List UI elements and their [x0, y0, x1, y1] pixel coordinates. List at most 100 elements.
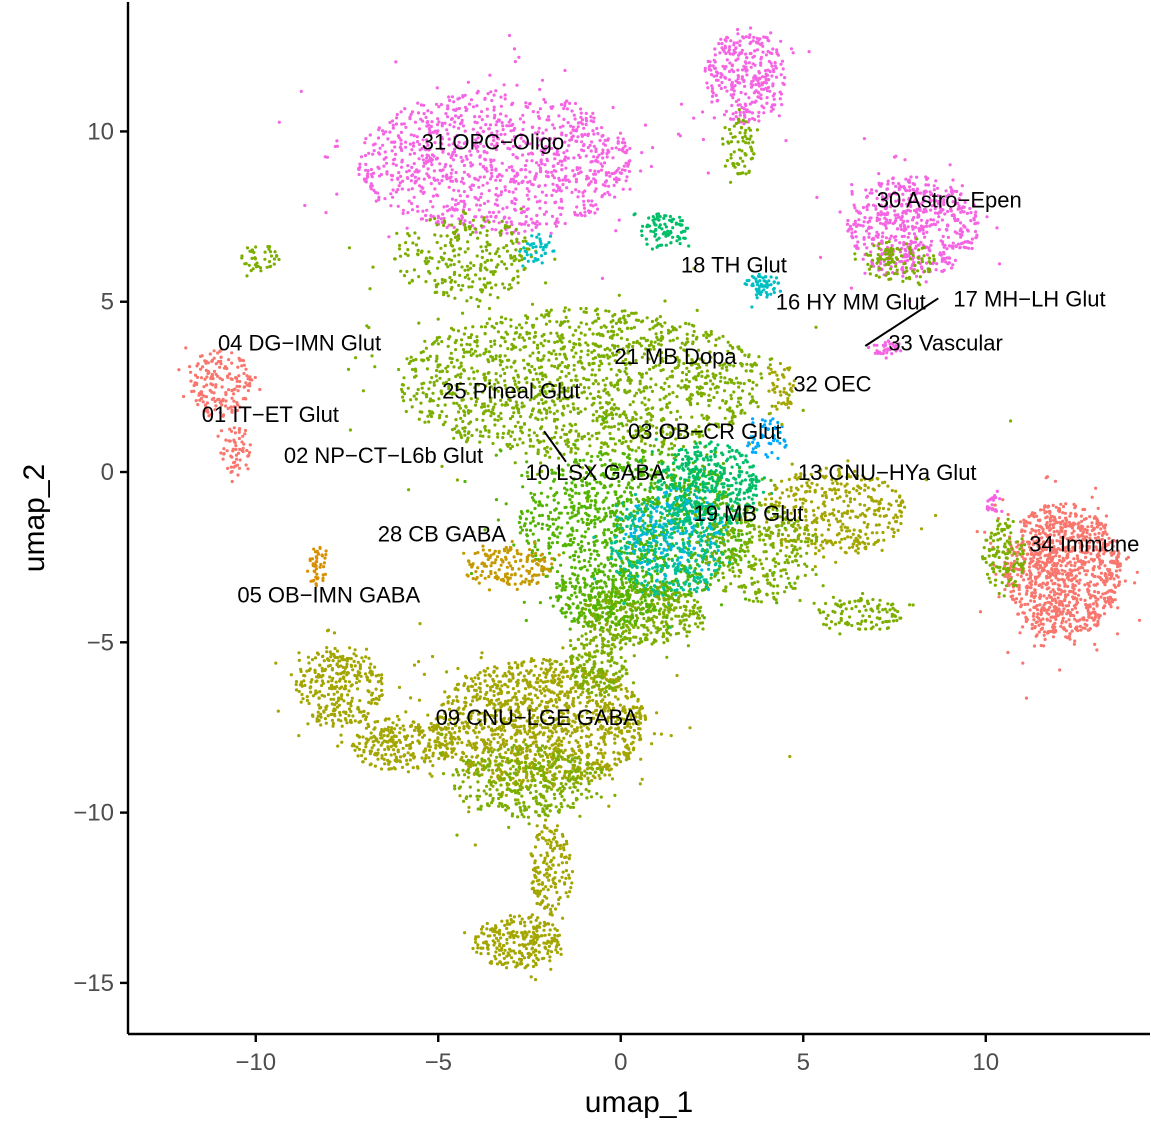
- scatter-point: [537, 350, 541, 355]
- scatter-point: [554, 189, 558, 193]
- scatter-point: [415, 204, 419, 209]
- scatter-point: [411, 173, 415, 177]
- scatter-point: [735, 404, 739, 408]
- scatter-point: [502, 83, 506, 87]
- scatter-point: [247, 450, 252, 455]
- scatter-point: [917, 227, 921, 231]
- scatter-point: [528, 243, 532, 247]
- scatter-point: [643, 396, 647, 400]
- scatter-point: [250, 256, 254, 260]
- scatter-point: [939, 194, 943, 198]
- scatter-point: [573, 566, 577, 570]
- scatter-point: [433, 233, 437, 237]
- scatter-point: [618, 131, 623, 135]
- scatter-point: [647, 411, 651, 415]
- scatter-point: [728, 45, 732, 49]
- scatter-point: [875, 196, 879, 200]
- scatter-point: [566, 156, 570, 160]
- scatter-point: [570, 511, 574, 515]
- scatter-point: [760, 376, 764, 380]
- scatter-point: [458, 273, 462, 277]
- scatter-point: [764, 290, 768, 295]
- scatter-point: [445, 414, 449, 418]
- scatter-point: [500, 161, 504, 165]
- scatter-point: [456, 144, 460, 148]
- scatter-point: [612, 408, 616, 412]
- scatter-point: [420, 154, 424, 158]
- scatter-point: [963, 240, 967, 244]
- scatter-point: [969, 219, 973, 223]
- scatter-point: [410, 187, 414, 191]
- scatter-point: [552, 249, 556, 253]
- scatter-point: [715, 99, 719, 103]
- scatter-point: [433, 141, 437, 145]
- scatter-point: [956, 201, 960, 205]
- scatter-point: [621, 137, 625, 141]
- scatter-point: [706, 86, 710, 90]
- scatter-point: [560, 370, 564, 374]
- scatter-point: [501, 139, 505, 143]
- scatter-point: [682, 236, 686, 240]
- scatter-point: [439, 217, 443, 221]
- scatter-point: [524, 104, 528, 109]
- scatter-point: [655, 245, 659, 249]
- scatter-point: [419, 250, 423, 254]
- scatter-point: [931, 254, 936, 258]
- scatter-point: [791, 51, 795, 55]
- scatter-point: [447, 223, 451, 227]
- scatter-point: [199, 367, 203, 371]
- scatter-point: [635, 571, 639, 576]
- scatter-point: [212, 356, 216, 360]
- scatter-point: [761, 276, 765, 280]
- scatter-point: [593, 503, 597, 508]
- scatter-point: [856, 223, 860, 227]
- scatter-point: [212, 369, 217, 373]
- scatter-point: [505, 249, 509, 253]
- scatter-point: [924, 183, 928, 187]
- scatter-point: [908, 185, 912, 189]
- scatter-point: [572, 113, 576, 117]
- scatter-point: [754, 277, 758, 281]
- scatter-point: [452, 125, 456, 129]
- scatter-point: [440, 281, 444, 285]
- scatter-point: [579, 321, 583, 325]
- scatter-point: [445, 234, 449, 238]
- scatter-point: [348, 428, 352, 432]
- scatter-point: [511, 144, 515, 149]
- scatter-point: [588, 327, 592, 331]
- scatter-point: [577, 190, 581, 194]
- scatter-point: [399, 130, 403, 134]
- scatter-point: [665, 377, 669, 381]
- scatter-point: [545, 523, 549, 527]
- scatter-point: [565, 99, 569, 103]
- scatter-point: [218, 411, 222, 415]
- scatter-point: [437, 260, 441, 264]
- scatter-point: [486, 243, 490, 247]
- scatter-point: [717, 536, 722, 540]
- scatter-point: [920, 260, 925, 264]
- scatter-point: [440, 142, 444, 146]
- scatter-point: [995, 226, 999, 230]
- scatter-point: [750, 395, 754, 399]
- scatter-point: [954, 244, 958, 249]
- scatter-point: [733, 50, 737, 55]
- scatter-point: [393, 157, 397, 161]
- scatter-point: [654, 318, 658, 322]
- scatter-point: [664, 214, 668, 218]
- scatter-point: [577, 434, 581, 438]
- scatter-point: [445, 370, 449, 374]
- scatter-point: [423, 420, 427, 424]
- scatter-point: [670, 374, 674, 378]
- scatter-point: [755, 283, 760, 287]
- scatter-point: [650, 247, 655, 251]
- scatter-point: [562, 151, 566, 155]
- scatter-point: [884, 226, 888, 230]
- scatter-point: [435, 338, 439, 342]
- scatter-point: [767, 39, 771, 43]
- scatter-point: [500, 321, 504, 325]
- scatter-point: [203, 377, 207, 381]
- scatter-point: [756, 79, 760, 83]
- scatter-point: [226, 375, 230, 379]
- scatter-point: [453, 147, 457, 151]
- scatter-point: [588, 168, 592, 173]
